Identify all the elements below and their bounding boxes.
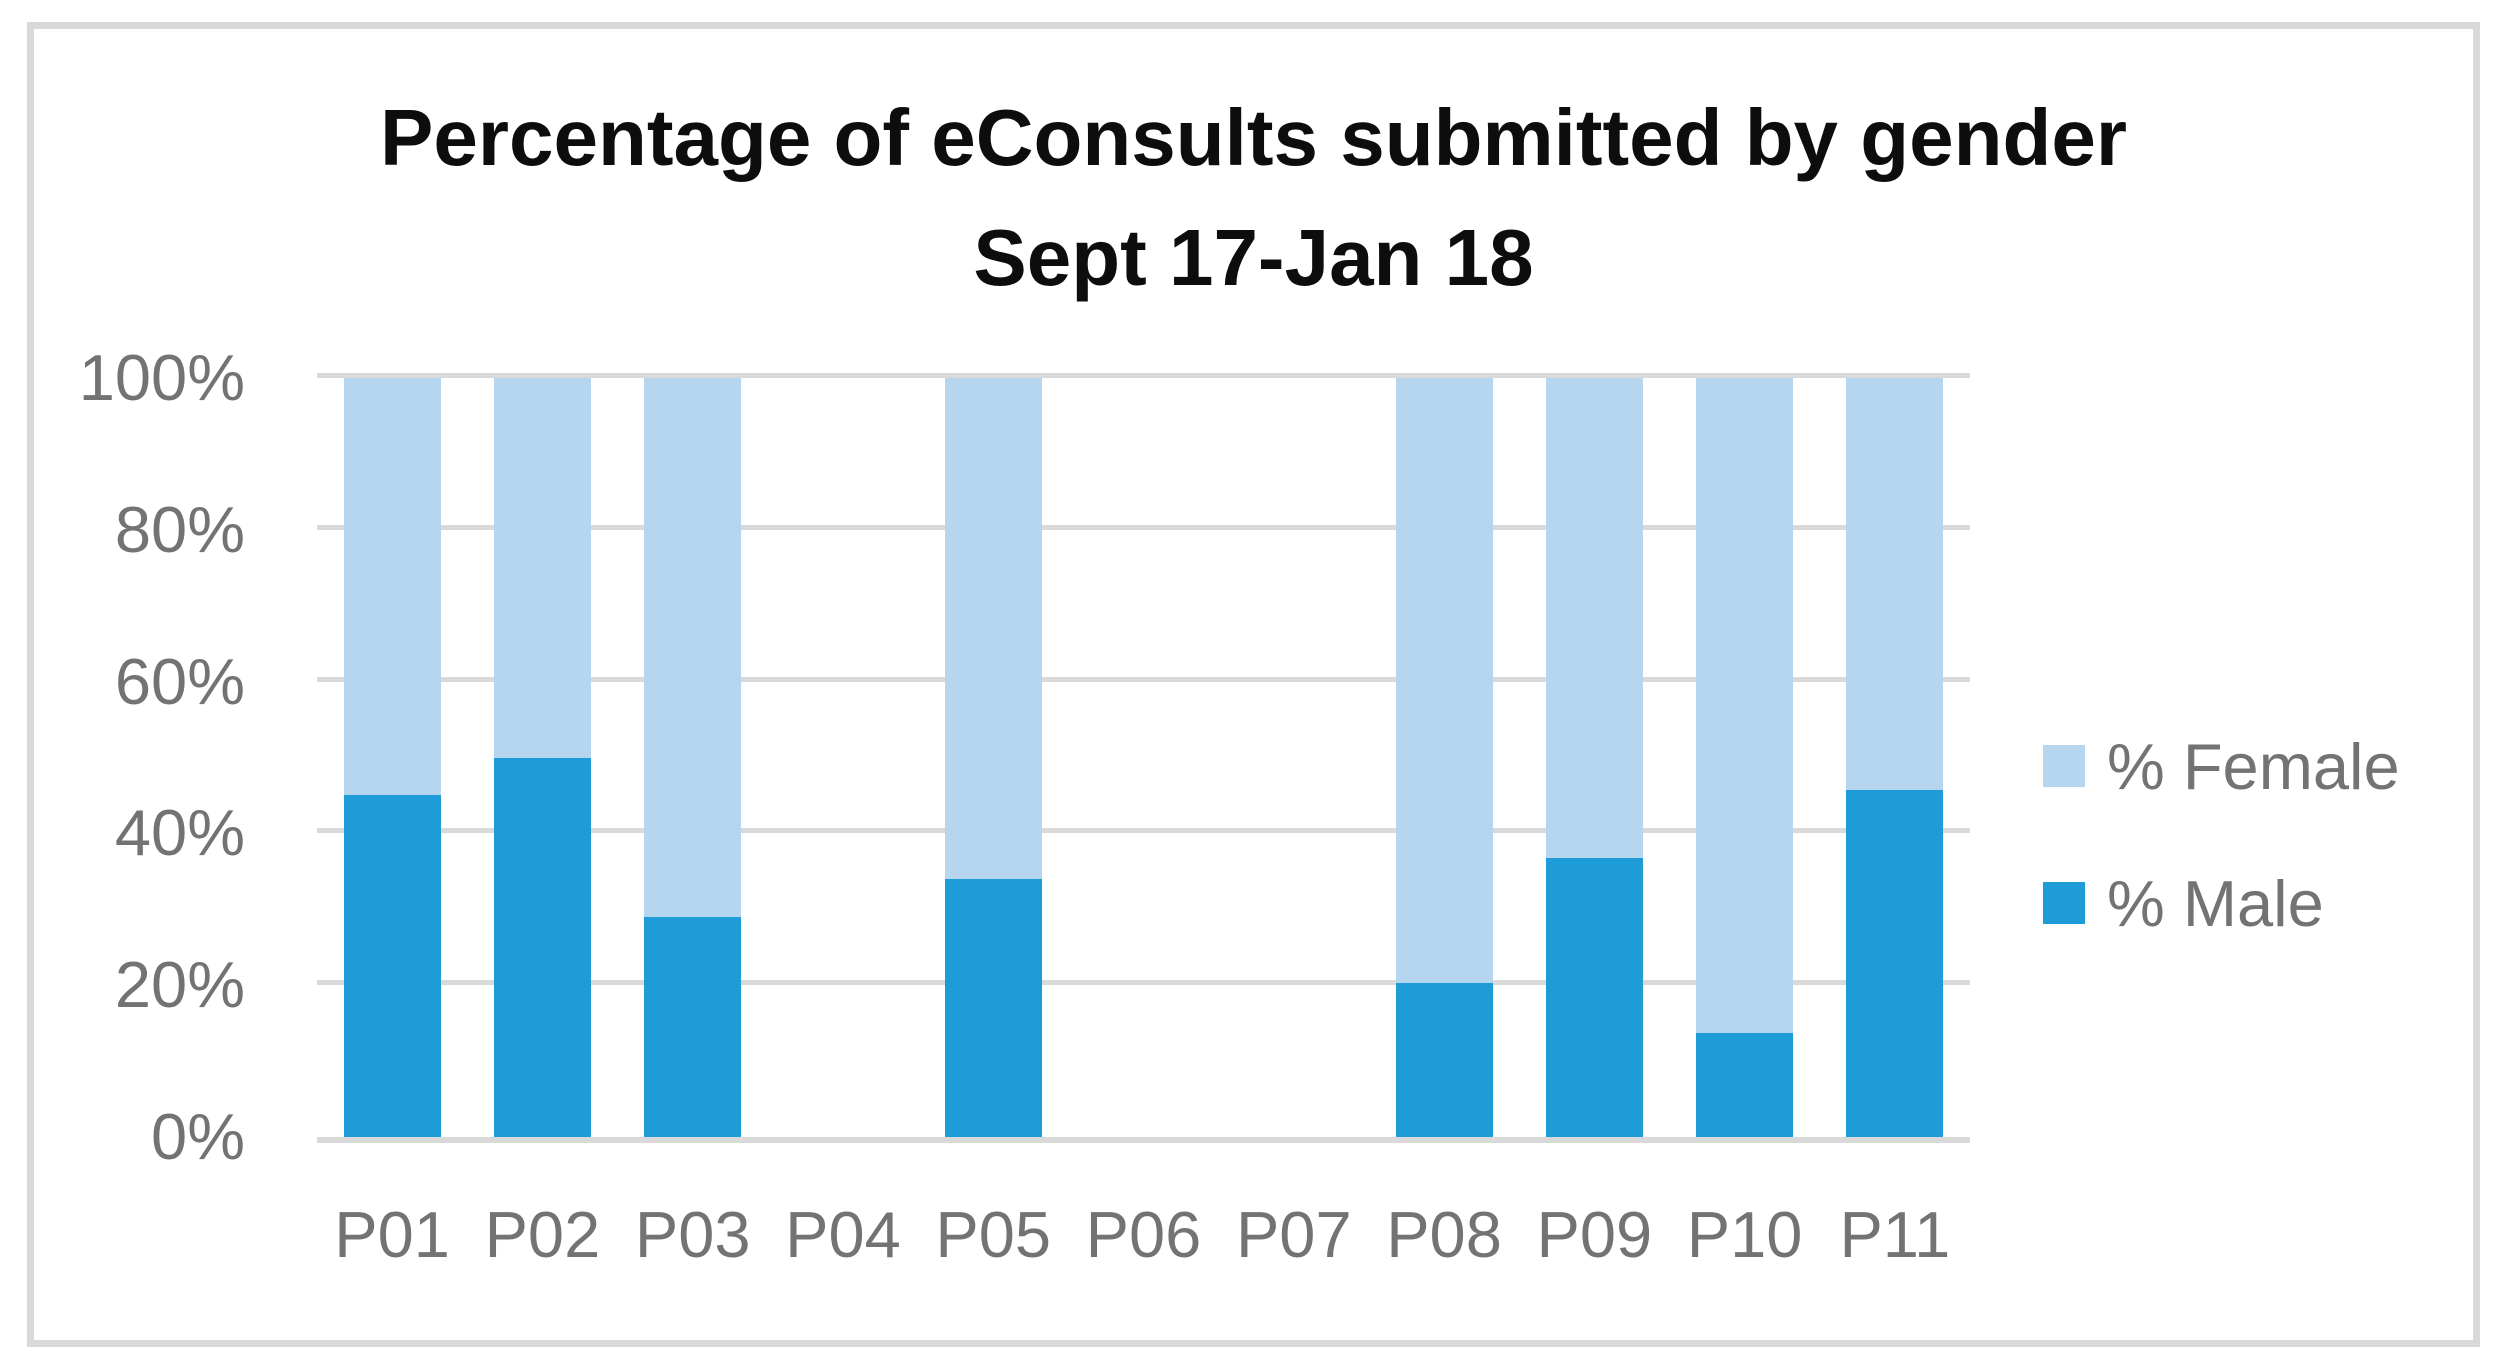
y-tick-label-0: 0% [151,1100,245,1173]
x-tick-label-P11: P11 [1839,1198,1951,1271]
y-tick-label-100: 100% [78,341,245,414]
bar-segment-female-P03 [644,378,742,917]
chart-title: Percentage of eConsults submitted by gen… [380,93,2127,182]
x-tick-label-P05: P05 [935,1198,1052,1271]
x-tick-label-P03: P03 [634,1198,751,1271]
bar-segment-male-P03 [644,916,742,1137]
gridline-20 [317,980,1970,986]
bar-segment-male-P10 [1696,1033,1794,1137]
bar-segment-female-P02 [493,378,591,758]
chart-subtitle: Sept 17-Jan 18 [973,213,1534,302]
gridline-60 [317,676,1970,682]
bar-segment-male-P09 [1545,858,1643,1137]
x-tick-label-P09: P09 [1536,1198,1653,1271]
bar-segment-female-P09 [1545,378,1643,859]
legend-item-female: % Female [2043,726,2400,806]
x-tick-label-P02: P02 [484,1198,601,1271]
y-tick-label-40: 40% [114,796,245,870]
bar-segment-female-P10 [1696,378,1794,1034]
legend-label-female: % Female [2107,729,2400,803]
legend-item-male: % Male [2043,863,2324,943]
x-tick-label-P07: P07 [1235,1198,1352,1271]
gridline-80 [317,524,1970,530]
bar-segment-male-P11 [1846,790,1944,1137]
x-tick-label-P06: P06 [1085,1198,1202,1271]
bar-segment-male-P01 [343,795,441,1137]
gridline-100 [317,373,1970,378]
y-tick-label-20: 20% [114,948,245,1022]
bar-segment-male-P08 [1395,982,1493,1137]
legend-swatch-male [2043,882,2085,924]
bar-segment-female-P11 [1846,378,1944,791]
y-tick-label-80: 80% [114,492,245,566]
x-tick-label-P10: P10 [1686,1198,1803,1271]
legend-swatch-female [2043,745,2085,787]
x-tick-label-P04: P04 [785,1198,901,1271]
legend-label-male: % Male [2107,866,2324,940]
bar-segment-male-P05 [944,878,1042,1137]
y-tick-label-60: 60% [114,644,245,718]
bar-segment-female-P05 [944,378,1042,879]
bar-segment-female-P08 [1395,378,1493,983]
bar-segment-male-P02 [493,757,591,1137]
x-axis-line [317,1137,1970,1143]
gridline-40 [317,828,1970,834]
x-tick-label-P01: P01 [334,1198,450,1271]
x-tick-label-P08: P08 [1386,1198,1502,1271]
bar-segment-female-P01 [343,378,441,796]
